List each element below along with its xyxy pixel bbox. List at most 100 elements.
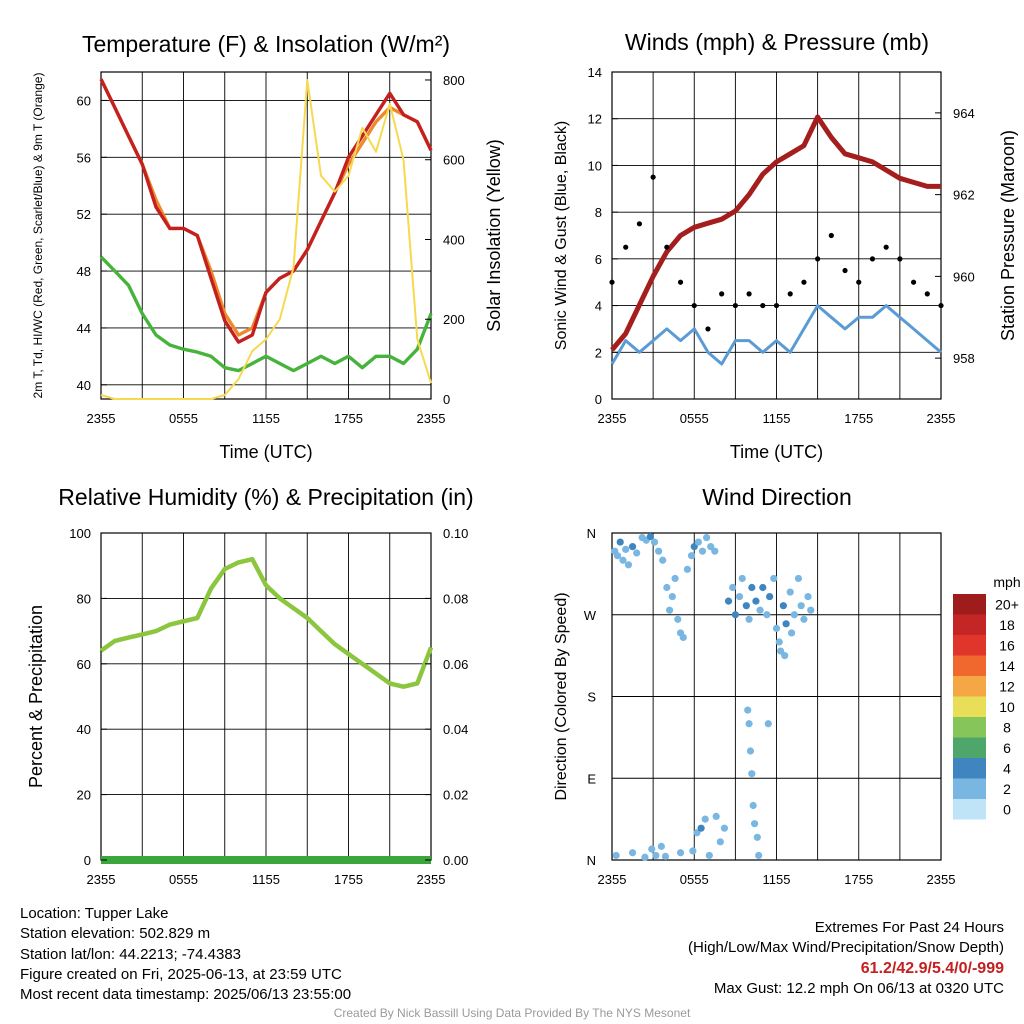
direction-point-43 [716,838,724,846]
direction-point-34 [657,842,665,850]
direction-point-44 [720,824,729,832]
chart-title-wind-direction: Wind Direction [702,484,852,510]
legend-label-2: 16 [999,637,1015,653]
y-tick-label-1-4: 8 [595,205,602,220]
y-tick-label-0-4: 56 [77,150,91,165]
legend-label-5: 10 [999,699,1015,715]
direction-point-39 [697,824,705,832]
direction-tick-label-0: N [587,853,596,868]
x-tick-label-2-1: 0555 [169,872,198,887]
legend-label-9: 2 [1003,781,1011,797]
station-elevation: Station elevation: 502.829 m [20,925,211,943]
plot-frame-1 [611,71,942,400]
legend-label-4: 12 [999,678,1015,694]
direction-point-29 [612,851,620,860]
plot-frame-3 [611,532,942,861]
direction-point-5 [624,561,633,569]
y2-tick-label-2-2: 0.04 [443,722,468,737]
y2-tick-label-0-0: 0 [443,392,450,407]
x-tick-label-0-2: 1155 [252,411,280,426]
gust-point-7 [705,326,711,332]
y2-tick-label-1-0: 958 [953,351,975,366]
series-pressure-line [610,114,941,352]
direction-point-59 [749,801,757,810]
legend-swatch-0 [953,594,986,615]
direction-point-74 [797,602,805,610]
x-tick-label-1-0: 2355 [598,411,627,426]
direction-point-55 [744,706,752,714]
direction-point-72 [790,611,798,619]
y2-tick-label-0-2: 400 [443,232,465,247]
x-tick-label-1-2: 1155 [763,411,791,426]
y2-tick-label-2-3: 0.06 [443,657,468,672]
y-tick-label-2-1: 20 [77,788,91,803]
direction-point-67 [772,624,781,632]
direction-point-16 [668,592,676,601]
legend-swatch-5 [953,696,986,717]
direction-point-33 [652,851,660,860]
direction-point-75 [800,615,808,623]
direction-point-31 [641,853,649,861]
y-tick-label-1-7: 14 [588,65,602,80]
gust-point-15 [815,256,821,262]
y-tick-label-0-2: 48 [77,264,91,279]
x-tick-label-3-1: 0555 [680,872,709,887]
direction-point-1 [613,552,622,560]
y2-tick-label-2-1: 0.02 [443,788,468,803]
y2-tick-label-1-1: 960 [953,269,975,284]
direction-tick-label-1: E [587,771,596,786]
chart-title-humidity: Relative Humidity (%) & Precipitation (i… [58,484,473,510]
gust-point-14 [801,279,807,285]
direction-point-80 [781,652,789,660]
y-axis-label-winds: Sonic Wind & Gust (Blue, Black) [553,121,570,350]
direction-point-14 [663,583,671,592]
series-humidity-line [99,556,434,689]
direction-point-15 [665,606,674,614]
x-axis-label-0: Time (UTC) [219,442,312,462]
gust-point-10 [746,291,752,297]
y-axis-label-direction: Direction (Colored By Speed) [553,592,570,800]
legend-swatch-7 [953,737,986,758]
series-insolation-line [100,79,432,400]
chart-title-winds: Winds (mph) & Pressure (mb) [625,29,929,55]
recent-timestamp: Most recent data timestamp: 2025/06/13 2… [20,986,352,1004]
direction-point-25 [698,547,707,555]
y2-tick-label-0-4: 800 [443,73,465,88]
station-latlon: Station lat/lon: 44.2213; -74.4383 [20,945,242,963]
direction-tick-label-2: S [587,690,596,705]
direction-point-62 [755,851,763,860]
legend-label-1: 18 [999,617,1015,633]
x-tick-label-3-4: 2355 [927,872,956,887]
y2-tick-label-2-0: 0.00 [443,853,468,868]
direction-point-78 [764,720,772,728]
direction-point-18 [674,615,682,623]
direction-point-47 [731,611,739,619]
direction-point-61 [753,833,761,841]
legend-label-0: 20+ [995,596,1019,612]
direction-point-6 [628,543,637,551]
direction-point-81 [787,629,796,637]
y-tick-label-2-0: 0 [84,853,91,868]
direction-point-37 [689,847,697,855]
figure-created: Figure created on Fri, 2025-06-13, at 23… [20,965,342,983]
extremes-title: Extremes For Past 24 Hours [814,919,1004,936]
y-tick-label-0-5: 60 [77,93,91,108]
direction-point-60 [750,820,759,828]
x-tick-label-3-0: 2355 [598,872,627,887]
y-tick-label-0-1: 44 [77,321,91,336]
gust-point-11 [760,302,766,309]
y-tick-label-0-3: 52 [77,207,91,222]
gust-point-24 [938,302,944,309]
gust-point-20 [883,244,889,250]
y2-axis-label-pressure: Station Pressure (Maroon) [998,130,1018,341]
x-tick-label-2-3: 1755 [334,872,363,887]
y2-tick-label-0-3: 600 [443,153,465,168]
x-tick-label-3-3: 1755 [844,872,873,887]
direction-point-17 [671,574,679,583]
legend-label-7: 6 [1003,740,1011,756]
direction-point-66 [770,574,778,583]
legend-swatch-9 [953,778,986,799]
x-tick-label-2-2: 1155 [252,872,280,887]
direction-point-51 [745,615,753,623]
series-wind-line [610,304,942,366]
